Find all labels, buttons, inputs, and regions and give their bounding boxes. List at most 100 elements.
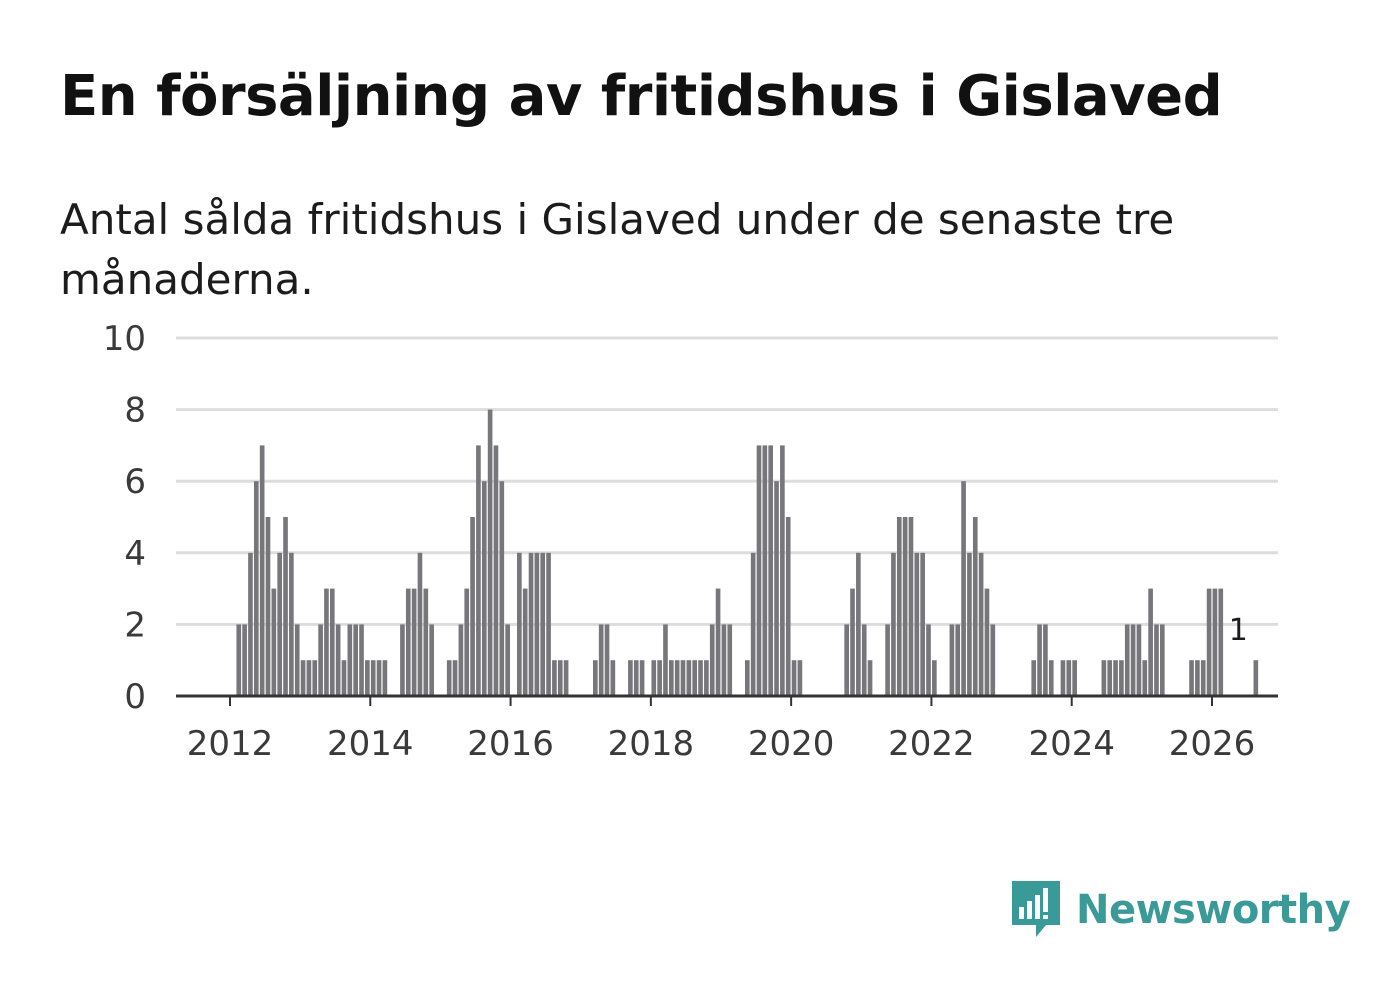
bar — [914, 552, 920, 696]
bar — [248, 552, 253, 696]
bar — [1119, 660, 1124, 696]
bar — [1031, 660, 1037, 696]
bar — [604, 624, 610, 696]
bar — [1060, 660, 1066, 696]
bar — [277, 552, 283, 696]
bar — [335, 624, 341, 696]
bar — [762, 445, 768, 696]
bar — [359, 624, 364, 696]
bar — [306, 660, 312, 696]
bar — [709, 624, 715, 696]
bar — [300, 660, 306, 696]
bar — [546, 552, 551, 696]
bar — [686, 660, 692, 696]
bar — [704, 660, 709, 696]
y-tick-label: 0 — [124, 677, 146, 717]
bar — [768, 445, 774, 696]
bar — [867, 660, 873, 696]
bar — [423, 588, 429, 696]
bar — [265, 517, 271, 696]
bar — [1200, 660, 1206, 696]
bar — [329, 588, 335, 696]
bar — [1101, 660, 1107, 696]
bar — [481, 481, 487, 696]
bar — [978, 552, 984, 696]
data-labels: 1 — [1229, 613, 1248, 648]
bar — [1107, 660, 1113, 696]
bar — [902, 517, 908, 696]
bar — [1072, 660, 1077, 696]
bar — [528, 552, 534, 696]
bar — [885, 624, 890, 696]
bar — [271, 588, 277, 696]
bar — [856, 552, 861, 696]
y-tick-label: 8 — [124, 391, 146, 431]
bar — [259, 445, 265, 696]
bar — [563, 660, 569, 696]
bar — [429, 624, 434, 696]
bar — [593, 660, 598, 696]
bar — [253, 481, 259, 696]
bar — [1189, 660, 1194, 696]
bar — [972, 517, 978, 696]
bar — [283, 517, 288, 696]
x-tick-label: 2026 — [1169, 724, 1256, 764]
bar — [487, 409, 493, 696]
bar — [744, 660, 750, 696]
x-tick-label: 2014 — [327, 724, 414, 764]
bar — [674, 660, 680, 696]
bar — [780, 445, 785, 696]
bar — [411, 588, 417, 696]
bar — [651, 660, 657, 696]
chart-subtitle: Antal sålda fritidshus i Gislaved under … — [60, 195, 1175, 304]
bar — [785, 517, 791, 696]
x-tick-label: 2016 — [467, 724, 554, 764]
bar — [984, 588, 990, 696]
bar — [657, 660, 662, 696]
bar — [370, 660, 376, 696]
bar — [967, 552, 972, 696]
bar — [557, 660, 563, 696]
bar — [417, 552, 423, 696]
bar — [400, 624, 405, 696]
y-tick-label: 2 — [124, 605, 146, 645]
bar — [990, 624, 996, 696]
chart-title: En försäljning av fritidshus i Gislaved — [60, 64, 1223, 129]
bar — [663, 624, 668, 696]
bar — [896, 517, 902, 696]
bar — [1066, 660, 1072, 696]
bar — [242, 624, 247, 696]
bar — [715, 588, 721, 696]
bar — [1142, 660, 1148, 696]
x-tick-label: 2018 — [608, 724, 695, 764]
bar — [639, 660, 645, 696]
brand-logo[interactable]: Newsworthy — [1010, 878, 1351, 942]
newsworthy-logo-icon — [1012, 881, 1060, 937]
bar — [891, 552, 896, 696]
bar — [961, 481, 966, 696]
bar — [908, 517, 914, 696]
bar — [1130, 624, 1136, 696]
bar — [628, 660, 633, 696]
bar — [493, 445, 499, 696]
bar — [365, 660, 370, 696]
bar — [1218, 588, 1224, 696]
bar — [540, 552, 546, 696]
bar — [727, 624, 733, 696]
bar — [1148, 588, 1153, 696]
bar — [534, 552, 540, 696]
bar — [791, 660, 797, 696]
bar — [294, 624, 300, 696]
bar — [1154, 624, 1159, 696]
x-tick-label: 2020 — [748, 724, 835, 764]
x-tick-label: 2024 — [1028, 724, 1115, 764]
bar — [446, 660, 452, 696]
bar — [926, 624, 931, 696]
bar-series — [236, 409, 1259, 696]
bar — [680, 660, 686, 696]
bar — [1212, 588, 1218, 696]
bar — [721, 624, 727, 696]
bar — [382, 660, 388, 696]
bar — [236, 624, 242, 696]
